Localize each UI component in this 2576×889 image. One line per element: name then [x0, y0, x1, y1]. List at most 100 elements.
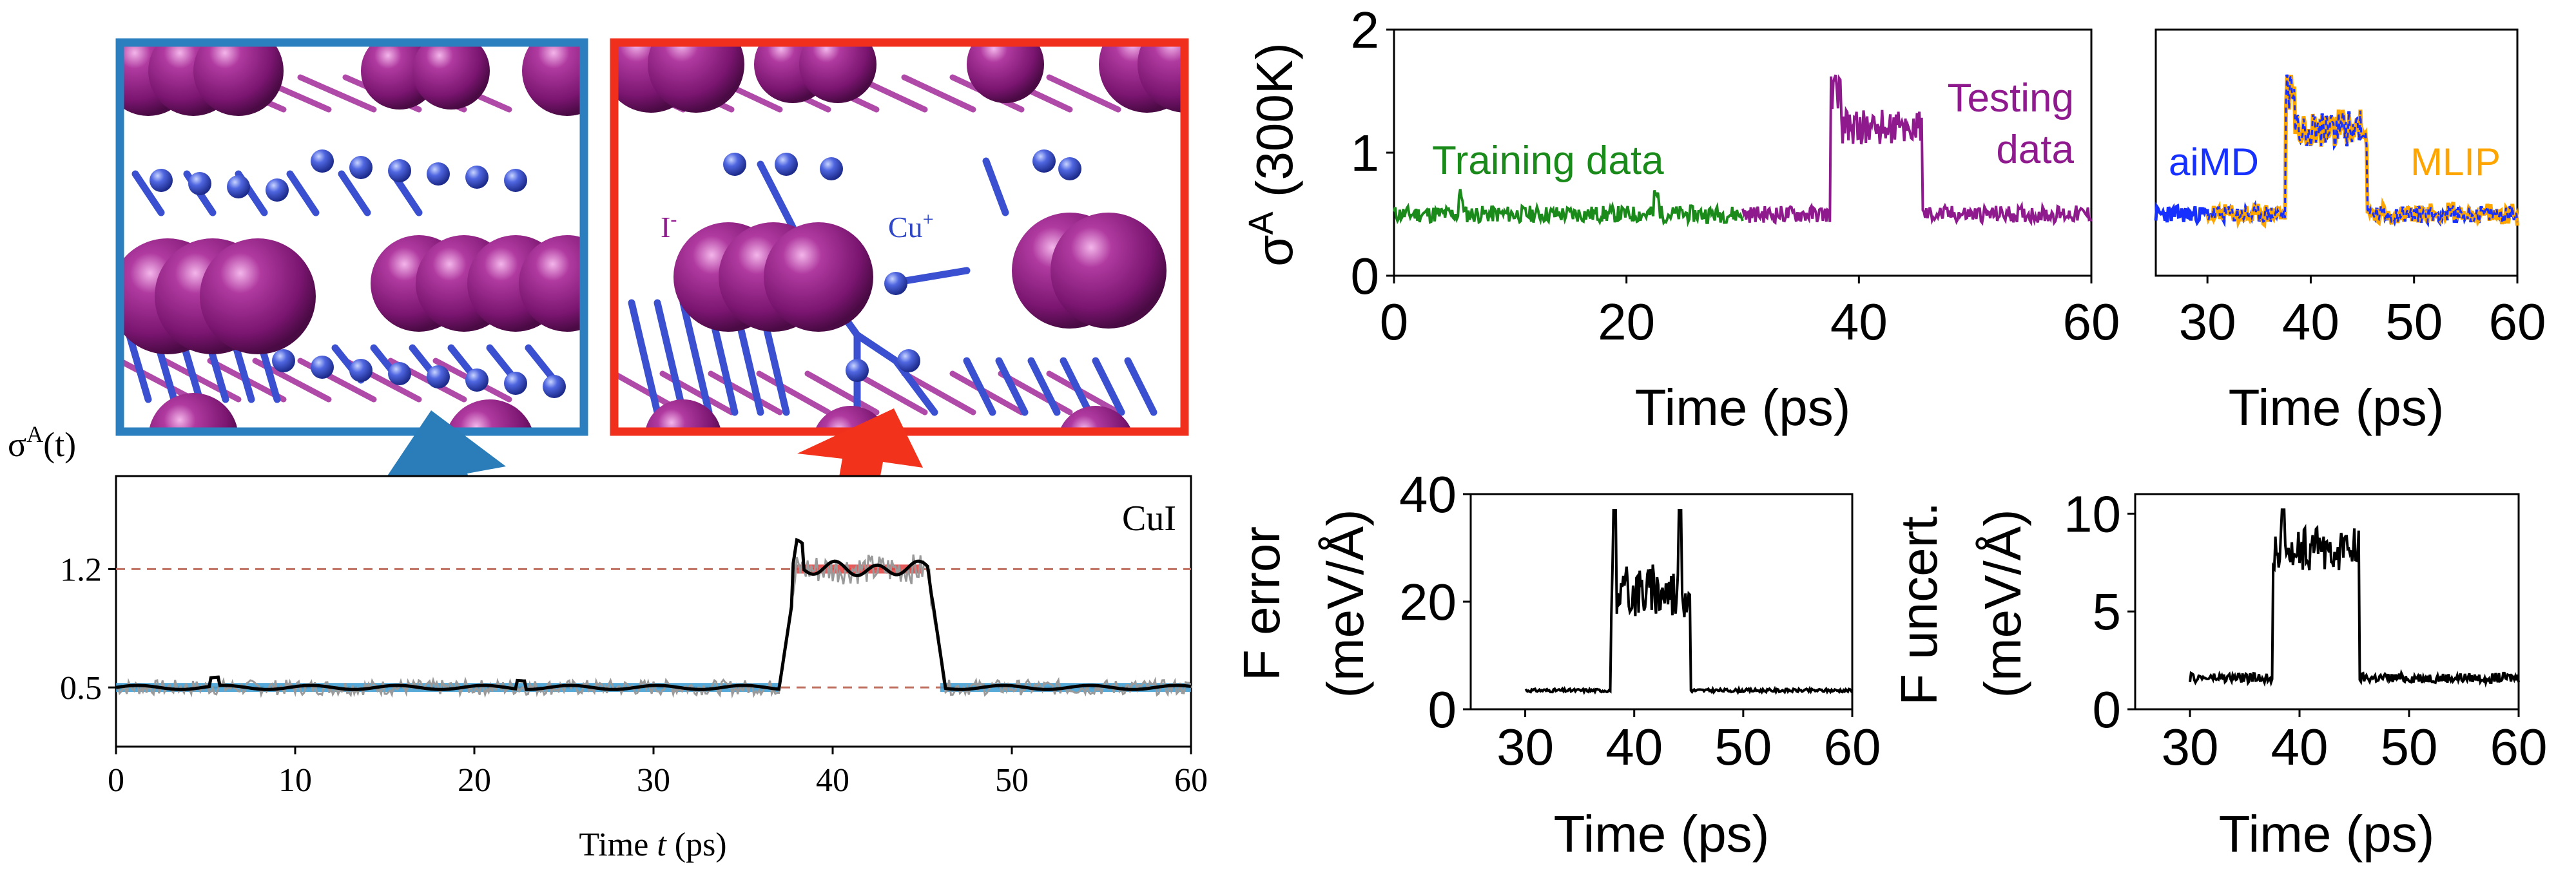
bond	[853, 370, 928, 416]
bond	[1027, 357, 1061, 416]
x-tick-label: 60	[2490, 718, 2548, 776]
bond	[708, 370, 783, 416]
testing-data-label-line2: data	[1996, 128, 2074, 172]
copper-atom	[427, 365, 450, 388]
iodine-atom	[519, 235, 584, 332]
bond	[963, 357, 996, 416]
copper-atom	[775, 153, 798, 176]
copper-atom	[723, 153, 746, 176]
y-axis-label: σA(t)	[8, 421, 76, 464]
x-axis-label: Time (ps)	[2229, 379, 2445, 436]
bond	[901, 74, 976, 113]
copper-atom	[504, 169, 527, 192]
smoothed-series-line	[115, 537, 1192, 691]
bond	[286, 170, 320, 216]
bond	[853, 331, 900, 365]
y-tick-label: 10	[2064, 485, 2121, 542]
testing-data-label-line1: Testing	[1948, 76, 2074, 120]
force-error-chart: 30 40 50 60 0 20 40 F error (meV/Å) Time (ps)	[1233, 466, 1881, 863]
iodine-atom	[644, 399, 722, 432]
bond	[297, 74, 377, 113]
iodine-atom	[1059, 406, 1132, 432]
training-data-line	[1393, 189, 1744, 227]
y-axis-label-line2: (meV/Å)	[1974, 509, 2031, 698]
aimd-dashed-overlay	[2206, 74, 2519, 225]
copper-atom	[897, 349, 920, 372]
copper-atom	[349, 359, 373, 382]
copper-atom	[388, 159, 411, 182]
x-tick-label: 60	[2063, 293, 2120, 350]
y-tick-label: 0	[1428, 681, 1457, 738]
iodine-atom	[764, 222, 873, 332]
bond	[982, 157, 1009, 216]
y-axis-label-line2: (meV/Å)	[1317, 509, 1374, 698]
testing-data-line	[1741, 74, 2093, 227]
copper-atom	[1058, 157, 1081, 180]
x-tick-label: 0	[108, 762, 124, 799]
y-tick-label: 1	[1351, 124, 1380, 182]
bond	[654, 299, 687, 416]
copper-atom	[272, 349, 295, 372]
plot-frame	[115, 475, 1192, 748]
y-tick-label: 1.2	[60, 551, 102, 588]
force-error-line	[1524, 509, 1854, 696]
iodine-atom	[1138, 43, 1185, 113]
mlip-label: MLIP	[2410, 140, 2501, 184]
iodine-atom	[412, 43, 490, 110]
cui-sigma-chart: 0 10 20 30 40 50 60 0.5 1.2 CuI σA(t) Time t (p…	[8, 421, 1208, 863]
bond	[338, 170, 371, 216]
bond	[679, 299, 713, 416]
y-tick-label: 20	[1399, 573, 1457, 631]
y-tick-label: 40	[1399, 466, 1457, 523]
plot-frame	[1393, 28, 2093, 277]
iodine-atom	[799, 43, 876, 103]
bond	[1124, 357, 1157, 416]
x-tick-label: 60	[1824, 718, 1881, 776]
bond	[1060, 357, 1093, 416]
force-uncertainty-line	[2189, 508, 2520, 688]
aimd-label: aiMD	[2169, 140, 2259, 184]
bond	[1046, 74, 1121, 113]
x-tick-label: 50	[995, 762, 1029, 799]
bond	[804, 370, 880, 416]
x-tick-label: 60	[2489, 293, 2546, 350]
x-tick-label: 40	[1605, 718, 1663, 776]
force-uncertainty-chart: 30 40 50 60 0 5 10 F uncert. (meV/Å) Time (ps…	[1890, 485, 2547, 863]
iodine-atom	[193, 43, 284, 116]
y-tick-label: 0	[1351, 247, 1380, 305]
x-tick-label: 20	[458, 762, 491, 799]
iodine-atom	[648, 43, 744, 113]
copper-atom	[465, 368, 489, 392]
copper-atom	[884, 272, 907, 295]
x-tick-label: 30	[637, 762, 670, 799]
y-axis-label-line1: F error	[1233, 526, 1290, 681]
copper-atom	[1032, 149, 1056, 173]
y-tick-label: 0.5	[60, 670, 102, 707]
x-tick-label: 40	[2271, 718, 2329, 776]
x-tick-label: 40	[2282, 293, 2339, 350]
y-tick-label: 5	[2093, 583, 2122, 640]
copper-atom	[188, 172, 211, 195]
bond	[1046, 370, 1121, 416]
plot-frame	[2134, 493, 2520, 711]
y-axis-label-line1: F uncert.	[1890, 502, 1948, 705]
training-data-label: Training data	[1432, 139, 1664, 183]
iodide-label: I-	[661, 209, 677, 244]
structure-panel-left	[115, 38, 588, 436]
bond	[120, 358, 197, 403]
x-tick-label: 30	[2179, 293, 2236, 350]
copper-atom	[150, 169, 173, 192]
x-tick-label: 30	[2162, 718, 2219, 776]
copper-atom	[427, 162, 450, 186]
x-tick-label: 0	[1380, 293, 1409, 350]
bond	[628, 299, 661, 416]
copper-atom	[388, 362, 411, 385]
iodine-atom	[446, 399, 534, 432]
x-tick-label: 50	[2381, 718, 2438, 776]
bond	[901, 370, 976, 416]
copper-atom	[227, 175, 250, 198]
iodine-atom	[200, 238, 316, 354]
copper-atom	[820, 157, 843, 180]
x-axis-label: Time (ps)	[1635, 379, 1851, 436]
